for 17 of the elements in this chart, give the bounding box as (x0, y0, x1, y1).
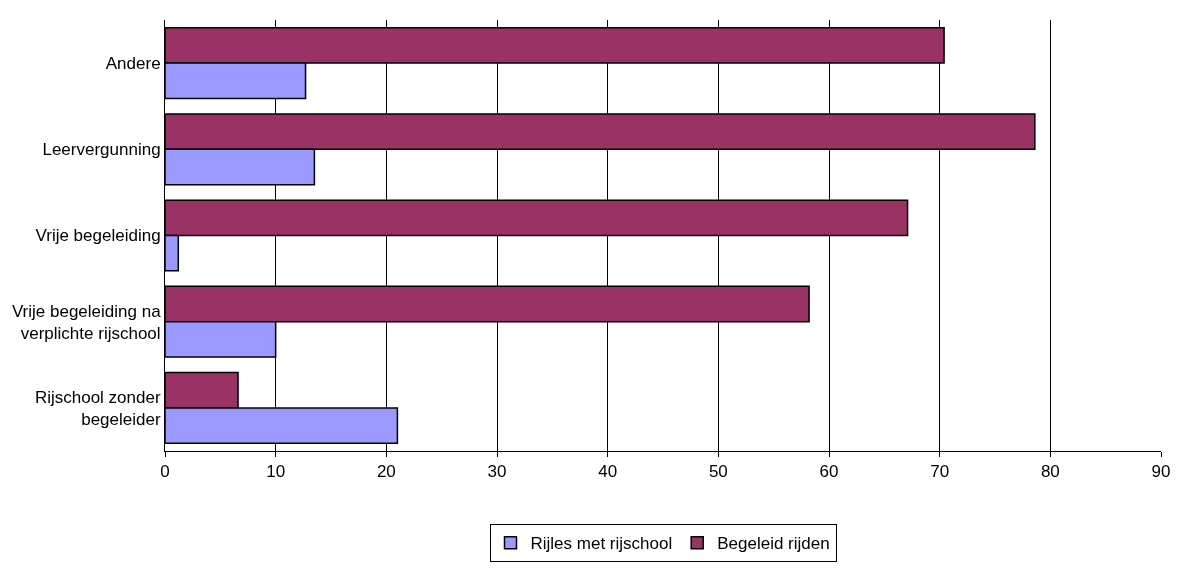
x-tick-label: 50 (708, 462, 728, 482)
x-tick-label: 30 (487, 462, 507, 482)
x-tick-label: 70 (930, 462, 950, 482)
x-tick-label: 20 (376, 462, 396, 482)
y-tick-label: Vrije begeleiding (35, 226, 161, 246)
y-tick-label: Vrije begeleiding na verplichte rijschool (11, 301, 162, 343)
legend-label: Begeleid rijden (717, 534, 830, 554)
y-tick-label: Rijschool zonder begeleider (34, 387, 161, 429)
x-tick-label: 80 (1040, 462, 1060, 482)
y-tick-label: Leervergunning (42, 140, 161, 160)
x-tick-label: 60 (819, 462, 839, 482)
x-tick-label: 0 (160, 462, 170, 482)
x-tick-label: 40 (598, 462, 618, 482)
x-tick-label: 10 (266, 462, 286, 482)
x-tick-label: 90 (1151, 462, 1171, 482)
y-tick-label: Andere (105, 54, 161, 74)
legend-label: Rijles met rijschool (530, 534, 673, 554)
